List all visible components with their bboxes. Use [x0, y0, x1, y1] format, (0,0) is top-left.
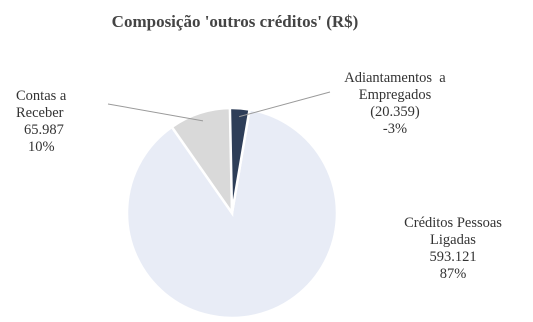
leader-line-contas-a-receber: [107, 103, 204, 122]
slice-label-adiantamentos-a-empregados: Adiantamentos a Empregados (20.359) -3%: [330, 70, 460, 138]
slice-label-creditos-pessoas-ligadas: Créditos Pessoas Ligadas 593.121 87%: [378, 215, 528, 283]
slice-label-name-line-2: Empregados: [358, 87, 432, 103]
slice-label-value: 593.121: [429, 249, 477, 265]
slice-label-name-line-1: Adiantamentos a: [344, 70, 446, 86]
slice-label-name-line-2: Ligadas: [430, 232, 476, 248]
slice-label-percent: -3%: [382, 121, 408, 137]
slice-label-value: (20.359): [370, 104, 420, 120]
slice-label-contas-a-receber: Contas a Receber 65.987 10%: [16, 88, 116, 156]
slice-label-name-line-1: Contas a: [16, 88, 67, 104]
slice-label-percent: 10%: [28, 139, 55, 155]
leader-line-adiantamentos-a-empregados: [239, 91, 331, 118]
slice-label-percent: 87%: [439, 266, 467, 282]
slice-adiantamentos-a-empregados: [228, 106, 252, 214]
chart-title: Composição 'outros créditos' (R$): [111, 12, 359, 31]
slice-label-value: 65.987: [24, 122, 64, 138]
slice-label-name-line-2: Receber: [16, 105, 64, 121]
slice-label-name-line-1: Créditos Pessoas: [404, 215, 502, 231]
